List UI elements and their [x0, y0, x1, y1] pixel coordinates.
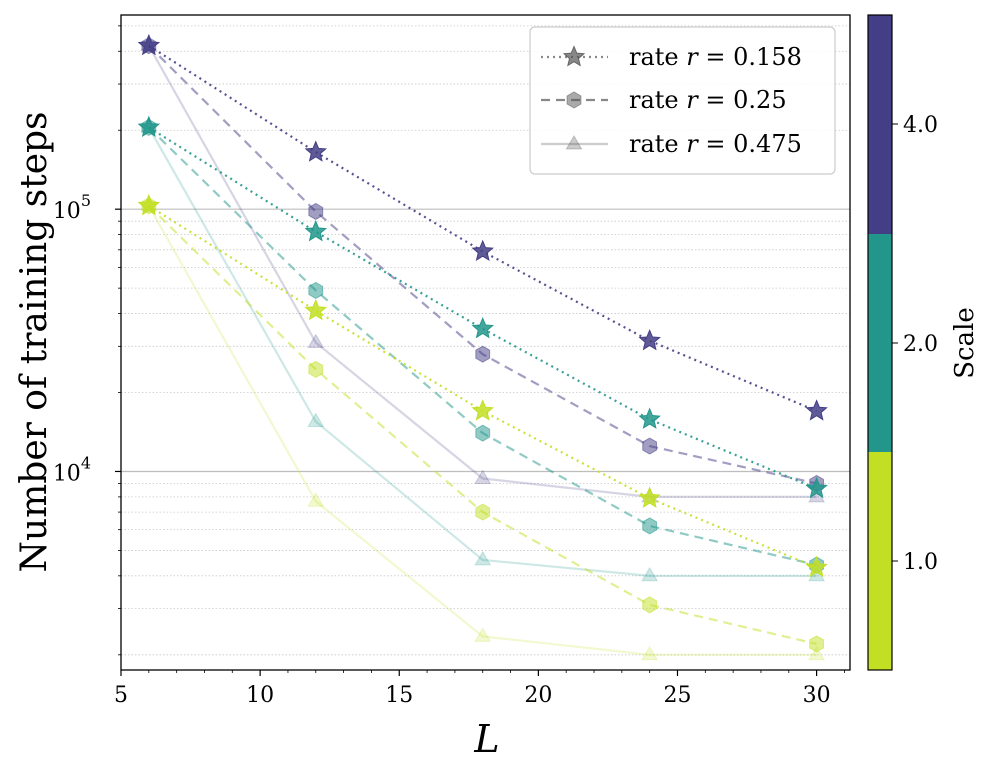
data-point-star	[805, 399, 828, 421]
legend-entry-2-label: rate r = 0.475	[629, 130, 802, 158]
data-point-hexagon	[308, 360, 324, 378]
data-point-hexagon	[475, 503, 491, 521]
data-point-star	[638, 407, 661, 429]
legend-entry-1-label: rate r = 0.25	[629, 86, 787, 114]
data-point-triangle	[307, 333, 325, 349]
data-point-hexagon	[809, 635, 825, 653]
x-tick-label: 30	[803, 683, 831, 708]
data-point-hexagon	[642, 437, 658, 455]
series-layer	[137, 33, 828, 661]
series-star-scale-2-0	[137, 115, 828, 499]
colorbar-segment-1	[868, 452, 892, 670]
x-tick-label: 25	[663, 683, 691, 708]
x-tick-label: 10	[246, 683, 274, 708]
data-point-star	[304, 140, 327, 162]
x-tick-label: 5	[114, 683, 128, 708]
data-point-star	[137, 33, 161, 56]
legend-marker-triangle	[565, 135, 583, 150]
colorbar: 1.0 2.0 4.0 Scale	[867, 14, 980, 671]
data-point-star	[471, 239, 494, 261]
legend-marker-star	[562, 45, 586, 67]
data-point-triangle	[474, 550, 492, 566]
data-point-triangle	[641, 566, 659, 582]
colorbar-segment-2	[868, 234, 892, 452]
x-axis-label: L	[473, 717, 499, 761]
x-tick-label: 15	[385, 683, 413, 708]
data-point-triangle	[641, 645, 659, 661]
plot-frame	[120, 14, 851, 671]
data-point-triangle	[474, 469, 492, 484]
series-star-scale-4-0	[137, 33, 828, 421]
series-line	[147, 205, 817, 656]
x-axis-ticks: 5 10 15 20 25 30	[114, 670, 845, 708]
colorbar-tick-label: 4.0	[903, 113, 938, 138]
data-point-star	[805, 555, 828, 578]
data-point-star	[805, 476, 828, 499]
data-point-star	[304, 298, 327, 321]
series-star-scale-1-0	[137, 194, 828, 578]
data-point-hexagon	[308, 202, 324, 221]
data-point-hexagon	[642, 517, 658, 535]
x-tick-label: 20	[524, 683, 552, 708]
y-axis-label: Number of training steps	[14, 111, 55, 572]
legend-marker-hexagon	[566, 91, 582, 109]
data-point-hexagon	[475, 424, 491, 442]
colorbar-label: Scale	[950, 307, 980, 379]
series-line	[147, 45, 817, 498]
data-point-hexagon	[642, 596, 658, 614]
data-point-triangle	[474, 627, 492, 642]
data-point-triangle	[307, 492, 325, 507]
data-point-star	[471, 399, 494, 421]
data-point-triangle	[307, 412, 325, 427]
data-point-hexagon	[475, 345, 491, 363]
y-tick-label: 105	[53, 191, 91, 224]
legend-entry-0-label: rate r = 0.158	[629, 43, 802, 71]
data-point-star	[638, 486, 661, 508]
y-axis-ticks: 104 105	[53, 25, 121, 656]
legend-box	[529, 26, 836, 175]
colorbar-tick-label: 2.0	[903, 332, 938, 357]
data-point-star	[638, 328, 661, 351]
data-point-star	[304, 219, 327, 242]
legend: rate r = 0.158 rate r = 0.25 rate r = 0.…	[529, 26, 836, 175]
data-point-triangle	[808, 645, 826, 661]
colorbar-segment-4	[868, 15, 892, 234]
legend-handles	[541, 45, 608, 150]
data-point-star	[137, 194, 161, 216]
data-point-star	[137, 115, 161, 137]
data-point-hexagon	[308, 281, 324, 300]
series-line	[147, 126, 817, 577]
colorbar-tick-label: 1.0	[903, 550, 938, 575]
y-tick-label: 104	[53, 453, 91, 486]
data-point-star	[471, 316, 494, 339]
